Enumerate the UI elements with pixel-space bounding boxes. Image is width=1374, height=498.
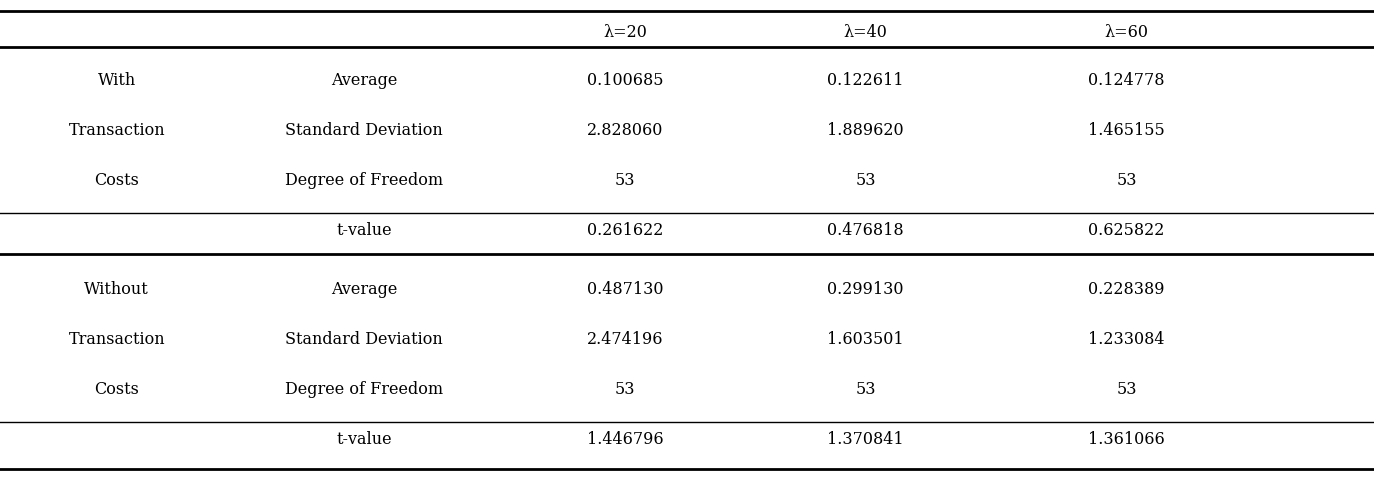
Text: 0.476818: 0.476818 bbox=[827, 222, 904, 239]
Text: 0.299130: 0.299130 bbox=[827, 281, 904, 298]
Text: t-value: t-value bbox=[337, 222, 392, 239]
Text: 0.122611: 0.122611 bbox=[827, 72, 904, 89]
Text: Degree of Freedom: Degree of Freedom bbox=[284, 381, 444, 398]
Text: 1.603501: 1.603501 bbox=[827, 331, 904, 348]
Text: λ=20: λ=20 bbox=[603, 24, 647, 41]
Text: λ=40: λ=40 bbox=[844, 24, 888, 41]
Text: Standard Deviation: Standard Deviation bbox=[286, 331, 442, 348]
Text: t-value: t-value bbox=[337, 431, 392, 448]
Text: 1.446796: 1.446796 bbox=[587, 431, 664, 448]
Text: 1.233084: 1.233084 bbox=[1088, 331, 1165, 348]
Text: 0.487130: 0.487130 bbox=[587, 281, 664, 298]
Text: Transaction: Transaction bbox=[69, 122, 165, 139]
Text: 53: 53 bbox=[616, 381, 635, 398]
Text: 53: 53 bbox=[1117, 381, 1136, 398]
Text: 53: 53 bbox=[856, 381, 875, 398]
Text: 53: 53 bbox=[1117, 172, 1136, 189]
Text: 0.124778: 0.124778 bbox=[1088, 72, 1165, 89]
Text: 1.370841: 1.370841 bbox=[827, 431, 904, 448]
Text: 2.474196: 2.474196 bbox=[587, 331, 664, 348]
Text: 0.228389: 0.228389 bbox=[1088, 281, 1165, 298]
Text: 53: 53 bbox=[616, 172, 635, 189]
Text: 0.625822: 0.625822 bbox=[1088, 222, 1165, 239]
Text: Average: Average bbox=[331, 72, 397, 89]
Text: 1.889620: 1.889620 bbox=[827, 122, 904, 139]
Text: Costs: Costs bbox=[95, 172, 139, 189]
Text: 1.361066: 1.361066 bbox=[1088, 431, 1165, 448]
Text: Average: Average bbox=[331, 281, 397, 298]
Text: λ=60: λ=60 bbox=[1105, 24, 1149, 41]
Text: 2.828060: 2.828060 bbox=[587, 122, 664, 139]
Text: Costs: Costs bbox=[95, 381, 139, 398]
Text: With: With bbox=[98, 72, 136, 89]
Text: Standard Deviation: Standard Deviation bbox=[286, 122, 442, 139]
Text: 0.261622: 0.261622 bbox=[587, 222, 664, 239]
Text: Degree of Freedom: Degree of Freedom bbox=[284, 172, 444, 189]
Text: Without: Without bbox=[84, 281, 150, 298]
Text: 53: 53 bbox=[856, 172, 875, 189]
Text: 1.465155: 1.465155 bbox=[1088, 122, 1165, 139]
Text: Transaction: Transaction bbox=[69, 331, 165, 348]
Text: 0.100685: 0.100685 bbox=[587, 72, 664, 89]
